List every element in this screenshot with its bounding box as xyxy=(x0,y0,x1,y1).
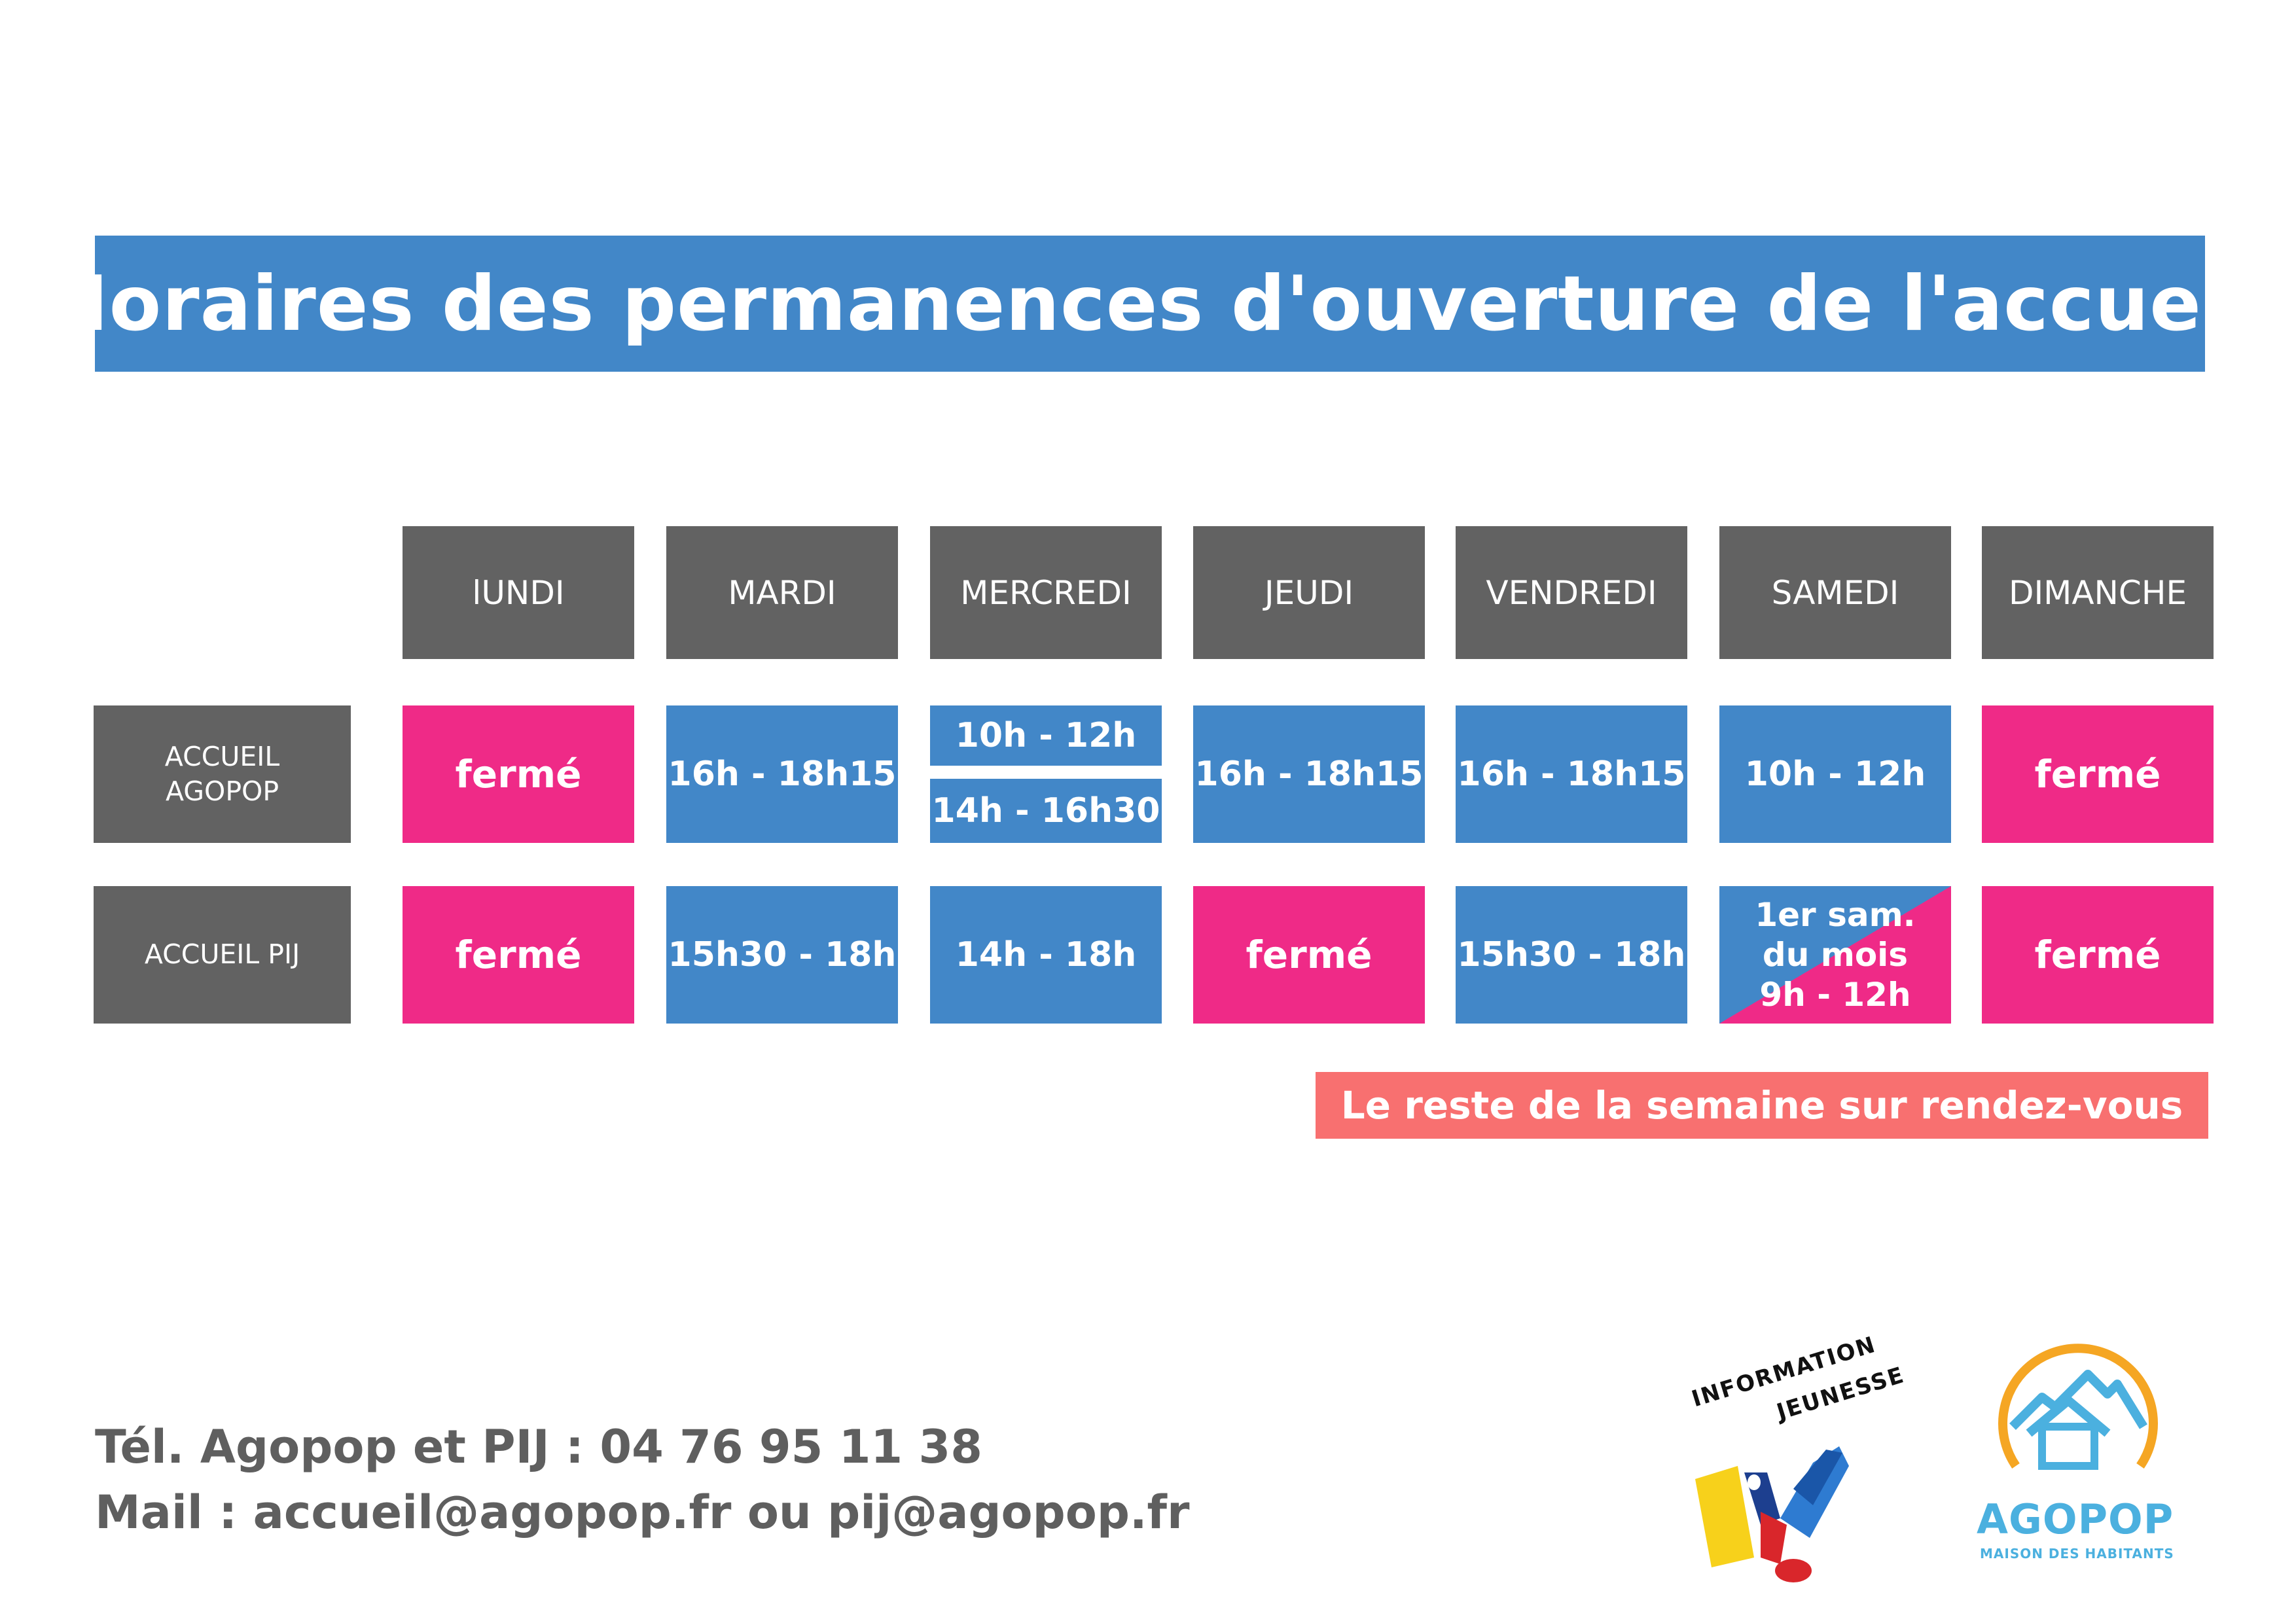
day-header-jeudi: JEUDI xyxy=(1193,526,1425,659)
day-header-mardi: MARDI xyxy=(666,526,898,659)
agopop-mercredi-slot-morning: 10h - 12h xyxy=(930,705,1162,766)
pij-samedi-line2: du mois xyxy=(1762,935,1909,974)
pij-mardi-cell: 15h30 - 18h xyxy=(666,886,898,1024)
agopop-samedi-cell: 10h - 12h xyxy=(1719,705,1951,843)
agopop-mardi-cell: 16h - 18h15 xyxy=(666,705,898,843)
information-jeunesse-logo: INFORMATION JEUNESSE xyxy=(1676,1332,1924,1584)
appointment-note: Le reste de la semaine sur rendez-vous xyxy=(1316,1072,2208,1139)
pij-lundi-cell: fermé xyxy=(403,886,634,1024)
pij-samedi-line3: 9h - 12h xyxy=(1759,975,1911,1014)
row-label-accueil-agopop: ACCUEIL AGOPOP xyxy=(94,705,351,843)
page-title: Horaires des permanences d'ouverture de … xyxy=(45,259,2255,348)
contact-phone: Tél. Agopop et PIJ : 04 76 95 11 38 xyxy=(95,1420,982,1474)
agopop-dimanche-cell: fermé xyxy=(1982,705,2214,843)
page-title-banner: Horaires des permanences d'ouverture de … xyxy=(45,236,2254,372)
agopop-mountain-house-icon xyxy=(1998,1344,2158,1470)
row-label-line2: AGOPOP xyxy=(165,776,279,807)
day-header-dimanche: DIMANCHE xyxy=(1982,526,2214,659)
agopop-jeudi-cell: 16h - 18h15 xyxy=(1193,705,1425,843)
agopop-mercredi-cell: 10h - 12h 14h - 16h30 xyxy=(930,705,1162,843)
pij-jeudi-cell: fermé xyxy=(1193,886,1425,1024)
day-header-vendredi: VENDREDI xyxy=(1456,526,1687,659)
agopop-mercredi-slot-afternoon: 14h - 16h30 xyxy=(930,779,1162,843)
pij-mercredi-cell: 14h - 18h xyxy=(930,886,1162,1024)
agopop-logo: AGOPOP MAISON DES HABITANTS xyxy=(1977,1335,2199,1571)
pij-dimanche-cell: fermé xyxy=(1982,886,2214,1024)
pij-samedi-line1: 1er sam. xyxy=(1755,895,1916,934)
agopop-vendredi-cell: 16h - 18h15 xyxy=(1456,705,1687,843)
row-label-accueil-pij: ACCUEIL PIJ xyxy=(94,886,351,1024)
contact-mail: Mail : accueil@agopop.fr ou pij@agopop.f… xyxy=(95,1486,1190,1539)
day-header-mercredi: MERCREDI xyxy=(930,526,1162,659)
day-header-lundi: lUNDI xyxy=(403,526,634,659)
agopop-name: AGOPOP xyxy=(1977,1495,2174,1543)
pij-vendredi-cell: 15h30 - 18h xyxy=(1456,886,1687,1024)
exclamation-figure-icon xyxy=(1695,1446,1849,1582)
row-label-line1: ACCUEIL xyxy=(164,740,280,772)
day-header-samedi: SAMEDI xyxy=(1719,526,1951,659)
pij-samedi-cell: 1er sam. du mois 9h - 12h xyxy=(1719,886,1951,1024)
agopop-lundi-cell: fermé xyxy=(403,705,634,843)
agopop-subtitle: MAISON DES HABITANTS xyxy=(1980,1546,2174,1561)
